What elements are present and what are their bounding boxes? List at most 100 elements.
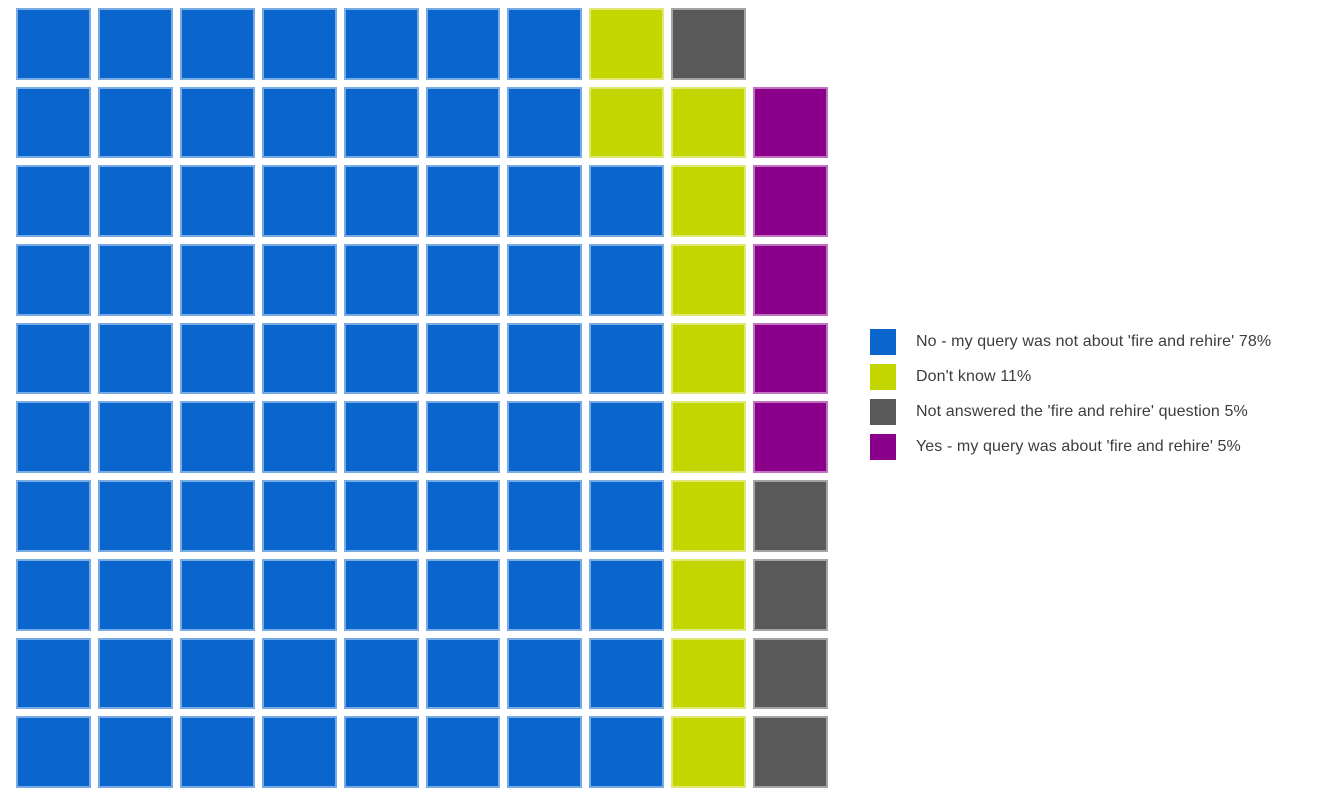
waffle-cell-no [179, 716, 255, 788]
waffle-cell-no [589, 716, 665, 788]
waffle-cell-dk [671, 401, 747, 474]
waffle-cell-no [16, 401, 91, 474]
waffle-cell-no [343, 558, 419, 631]
waffle-cell-dk [671, 322, 747, 395]
waffle-cell-yes [753, 244, 828, 316]
waffle-cell-no [179, 558, 255, 631]
waffle-cell-no [16, 165, 91, 238]
waffle-cell-no [507, 244, 583, 316]
waffle-cell-empty [753, 8, 828, 80]
waffle-cell-no [179, 86, 255, 159]
waffle-cell-no [179, 637, 255, 710]
waffle-cell-no [343, 480, 419, 552]
waffle-cell-na [671, 8, 747, 80]
waffle-cell-no [97, 86, 173, 159]
waffle-cell-no [343, 322, 419, 395]
waffle-cell-no [425, 8, 501, 80]
waffle-cell-dk [671, 716, 747, 788]
waffle-cell-no [261, 8, 337, 80]
waffle-cell-no [16, 322, 91, 395]
waffle-cell-no [507, 401, 583, 474]
waffle-cell-dk [589, 86, 665, 159]
waffle-cell-no [97, 637, 173, 710]
waffle-cell-no [16, 8, 91, 80]
waffle-grid [16, 8, 828, 788]
waffle-cell-yes [753, 165, 828, 238]
legend-label: Yes - my query was about 'fire and rehir… [916, 438, 1241, 455]
waffle-cell-no [507, 8, 583, 80]
legend-label: Not answered the 'fire and rehire' quest… [916, 403, 1248, 420]
waffle-cell-no [261, 86, 337, 159]
waffle-cell-dk [671, 86, 747, 159]
waffle-cell-no [507, 637, 583, 710]
waffle-cell-no [343, 244, 419, 316]
waffle-cell-dk [671, 480, 747, 552]
waffle-cell-no [179, 322, 255, 395]
waffle-cell-no [589, 480, 665, 552]
waffle-cell-no [261, 401, 337, 474]
legend-label: Don't know 11% [916, 368, 1032, 385]
waffle-cell-no [425, 322, 501, 395]
waffle-cell-no [589, 165, 665, 238]
waffle-cell-no [343, 86, 419, 159]
waffle-cell-no [425, 480, 501, 552]
waffle-cell-no [261, 637, 337, 710]
waffle-cell-no [97, 480, 173, 552]
waffle-cell-no [16, 244, 91, 316]
legend-item: Don't know 11% [870, 364, 1271, 390]
legend-item: No - my query was not about 'fire and re… [870, 329, 1271, 355]
waffle-cell-no [507, 165, 583, 238]
waffle-cell-no [343, 716, 419, 788]
waffle-cell-no [97, 558, 173, 631]
waffle-cell-dk [671, 165, 747, 238]
waffle-cell-no [507, 558, 583, 631]
legend-swatch [870, 434, 896, 460]
waffle-cell-no [507, 322, 583, 395]
waffle-cell-no [589, 244, 665, 316]
legend: No - my query was not about 'fire and re… [870, 329, 1271, 460]
waffle-cell-no [261, 165, 337, 238]
waffle-cell-no [589, 401, 665, 474]
waffle-cell-no [97, 716, 173, 788]
waffle-cell-no [16, 86, 91, 159]
legend-swatch [870, 329, 896, 355]
legend-swatch [870, 399, 896, 425]
waffle-cell-dk [671, 244, 747, 316]
waffle-cell-no [16, 716, 91, 788]
legend-label: No - my query was not about 'fire and re… [916, 333, 1272, 350]
waffle-cell-no [425, 165, 501, 238]
waffle-cell-no [343, 165, 419, 238]
waffle-cell-yes [753, 401, 828, 474]
waffle-cell-no [179, 244, 255, 316]
waffle-cell-no [507, 480, 583, 552]
waffle-cell-yes [753, 86, 828, 159]
waffle-cell-dk [671, 558, 747, 631]
waffle-cell-no [179, 165, 255, 238]
waffle-cell-no [97, 8, 173, 80]
waffle-cell-no [589, 637, 665, 710]
waffle-cell-no [425, 637, 501, 710]
waffle-cell-no [16, 558, 91, 631]
waffle-cell-no [425, 86, 501, 159]
waffle-cell-no [343, 8, 419, 80]
waffle-cell-na [753, 637, 828, 710]
waffle-cell-no [97, 322, 173, 395]
waffle-cell-no [507, 716, 583, 788]
waffle-cell-no [261, 322, 337, 395]
waffle-cell-no [343, 401, 419, 474]
legend-item: Not answered the 'fire and rehire' quest… [870, 399, 1271, 425]
waffle-cell-no [261, 244, 337, 316]
waffle-cell-yes [753, 322, 828, 395]
waffle-cell-no [425, 558, 501, 631]
waffle-cell-na [753, 558, 828, 631]
waffle-cell-no [343, 637, 419, 710]
legend-swatch [870, 364, 896, 390]
waffle-cell-dk [589, 8, 665, 80]
waffle-cell-no [261, 716, 337, 788]
waffle-cell-no [97, 165, 173, 238]
waffle-cell-no [97, 401, 173, 474]
waffle-cell-no [97, 244, 173, 316]
waffle-cell-no [425, 401, 501, 474]
waffle-cell-no [179, 480, 255, 552]
